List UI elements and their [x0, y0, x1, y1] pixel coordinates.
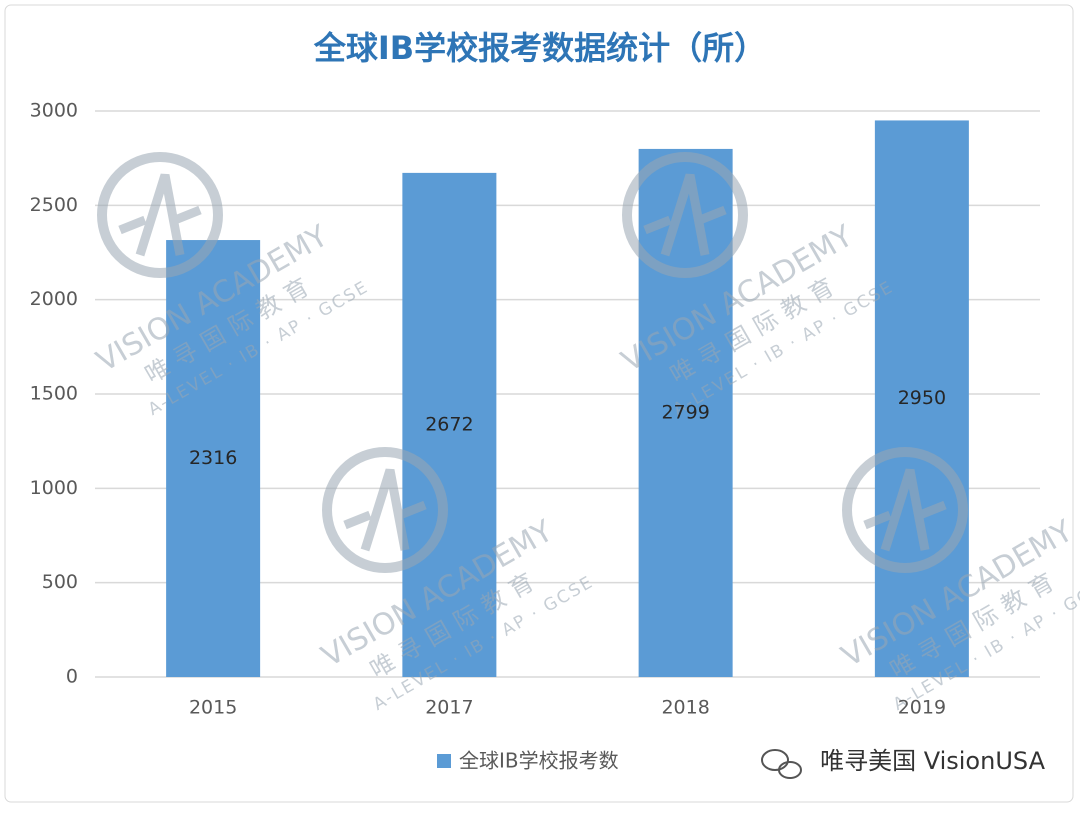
x-tick-label: 2015 [189, 697, 237, 719]
watermark-logo [842, 447, 968, 573]
watermark-logo [97, 152, 223, 278]
y-tick-label: 0 [66, 666, 78, 688]
y-tick-label: 3000 [30, 100, 78, 122]
y-tick-label: 2500 [30, 194, 78, 216]
y-tick-label: 500 [42, 571, 78, 593]
x-tick-label: 2019 [898, 697, 946, 719]
y-tick-label: 1500 [30, 383, 78, 405]
bar [638, 148, 733, 677]
watermark-logo [322, 447, 448, 573]
watermark-logo-mark [863, 468, 947, 552]
legend-swatch [437, 754, 451, 768]
wechat-icon [761, 749, 802, 779]
bar [874, 120, 969, 677]
data-label: 2799 [661, 401, 709, 423]
bar [166, 240, 261, 677]
watermark-logo-mark [343, 468, 427, 552]
data-label: 2672 [425, 413, 473, 435]
bar [402, 172, 497, 677]
chart-title: 全球IB学校报考数据统计（所） [313, 29, 766, 67]
watermark-logo [622, 152, 748, 278]
bars [166, 120, 969, 677]
data-label: 2950 [898, 387, 946, 409]
x-tick-label: 2018 [661, 697, 709, 719]
data-label: 2316 [189, 447, 237, 469]
credit: 唯寻美国 VisionUSA [820, 747, 1045, 775]
chart-border [4, 4, 1074, 803]
y-tick-label: 1000 [30, 477, 78, 499]
x-tick-label: 2017 [425, 697, 473, 719]
watermark-logo-mark [118, 173, 202, 257]
legend-label: 全球IB学校报考数 [459, 749, 619, 773]
watermark-logo-mark [643, 173, 727, 257]
labels: 0 500 1000 1500 2000 2500 3000 2015 2316 2017 2672… [30, 100, 946, 773]
y-tick-label: 2000 [30, 288, 78, 310]
